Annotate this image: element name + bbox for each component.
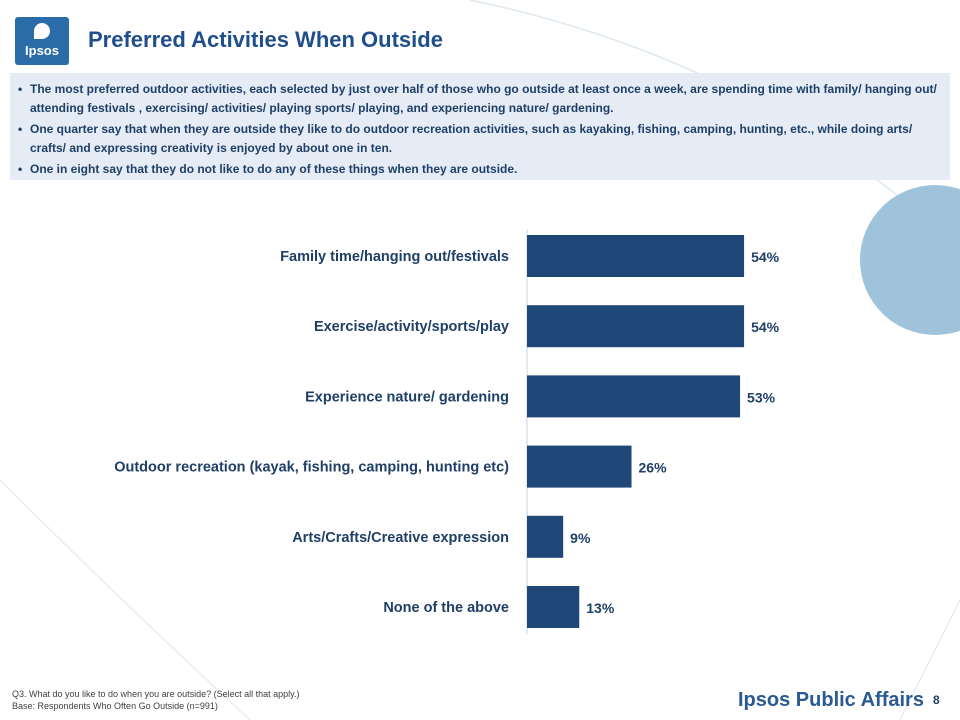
value-label: 26%	[639, 460, 668, 476]
value-label: 9%	[570, 530, 591, 546]
summary-bullet: One in eight say that they do not like t…	[18, 160, 942, 179]
summary-bullet: One quarter say that when they are outsi…	[18, 120, 942, 158]
bar	[527, 515, 564, 558]
summary-bullet: The most preferred outdoor activities, e…	[18, 80, 942, 118]
logo-mark-icon	[34, 23, 50, 39]
value-label: 54%	[751, 319, 780, 335]
brand-name: Ipsos Public Affairs	[738, 689, 924, 711]
category-label: Arts/Crafts/Creative expression	[292, 530, 509, 546]
value-label: 13%	[586, 600, 615, 616]
bar	[527, 445, 632, 488]
page-title: Preferred Activities When Outside	[88, 27, 443, 52]
summary-list: The most preferred outdoor activities, e…	[18, 80, 942, 179]
category-label: Outdoor recreation (kayak, fishing, camp…	[114, 460, 509, 476]
logo-text: Ipsos	[25, 43, 59, 58]
bar	[527, 375, 741, 418]
value-label: 54%	[751, 249, 780, 265]
bar	[527, 586, 580, 628]
category-label: Exercise/activity/sports/play	[314, 319, 509, 335]
category-label: Experience nature/ gardening	[305, 389, 509, 405]
footnote-base: Base: Respondents Who Often Go Outside (…	[12, 701, 218, 711]
footnote-question: Q3. What do you like to do when you are …	[12, 689, 300, 699]
accent-circle	[860, 185, 960, 335]
category-label: Family time/hanging out/festivals	[280, 249, 509, 265]
page-number: 8	[933, 693, 940, 707]
footnote: Q3. What do you like to do when you are …	[12, 688, 300, 712]
category-label: None of the above	[383, 600, 509, 616]
value-label: 53%	[747, 389, 776, 405]
bar	[527, 305, 745, 348]
ipsos-logo: Ipsos	[15, 17, 69, 65]
bar-chart: Family time/hanging out/festivals 54% Exer…	[114, 229, 780, 634]
summary-box: The most preferred outdoor activities, e…	[10, 73, 950, 180]
bar	[527, 235, 745, 277]
